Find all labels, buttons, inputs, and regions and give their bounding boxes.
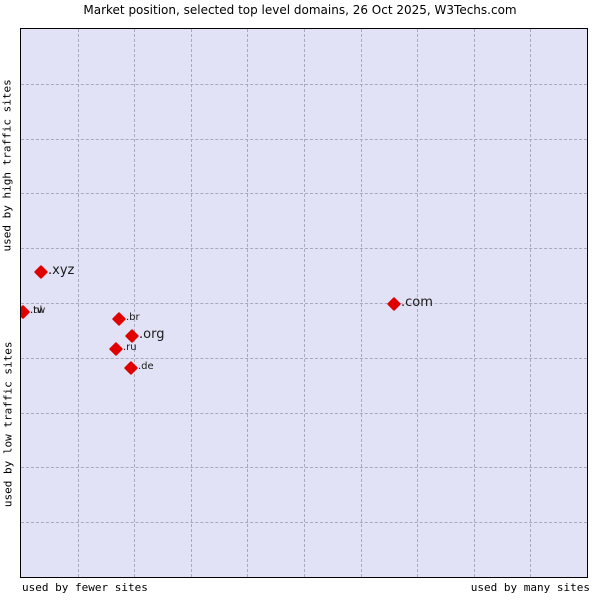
plot-area: .xyz .nl .tw .br .org .ru .de .com bbox=[20, 28, 588, 578]
x-axis-label-right: used by many sites bbox=[470, 581, 590, 594]
data-point-label: .br bbox=[126, 312, 140, 323]
data-point-marker bbox=[108, 341, 124, 357]
data-point-label: .nl bbox=[30, 305, 43, 316]
data-point-layer: .xyz .nl .tw .br .org .ru .de .com bbox=[21, 29, 587, 577]
data-point-label: .xyz bbox=[48, 263, 75, 278]
data-point-marker bbox=[123, 360, 139, 376]
y-axis-label-low: used by low traffic sites bbox=[1, 341, 15, 508]
chart-title: Market position, selected top level doma… bbox=[83, 3, 517, 17]
data-point-marker bbox=[386, 296, 402, 312]
data-point-label: .ru bbox=[123, 342, 137, 353]
data-point-label: .tw bbox=[30, 305, 46, 316]
data-point-label: .de bbox=[138, 361, 154, 372]
data-point-marker bbox=[111, 311, 127, 327]
y-axis-label-high: used by high traffic sites bbox=[0, 79, 14, 252]
data-point-marker bbox=[33, 264, 49, 280]
data-point-label: .com bbox=[401, 295, 433, 310]
data-point-label: .org bbox=[139, 327, 165, 342]
data-point-marker bbox=[21, 304, 31, 320]
x-axis-label-left: used by fewer sites bbox=[22, 581, 148, 594]
